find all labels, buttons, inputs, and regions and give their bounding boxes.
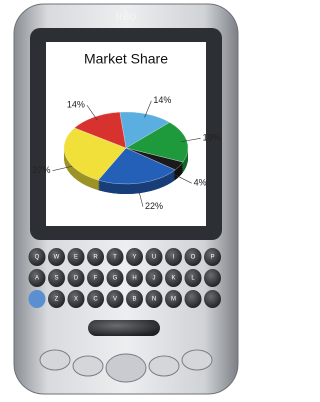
space-key[interactable]: [88, 320, 160, 336]
data-label: 14%: [67, 99, 85, 109]
key-label: B: [132, 297, 136, 303]
key-label: S: [54, 276, 58, 282]
app-button[interactable]: [40, 350, 70, 370]
app-button[interactable]: [73, 356, 103, 376]
key-label: N: [152, 297, 156, 303]
key-label: Z: [55, 297, 59, 303]
key-label: V: [113, 297, 117, 303]
key-label: H: [132, 276, 136, 282]
key-label: F: [94, 276, 98, 282]
data-label: 4%: [194, 178, 207, 188]
nav-button[interactable]: [106, 354, 146, 382]
app-button[interactable]: [149, 356, 179, 376]
key-label: P: [210, 255, 214, 261]
data-label: 22%: [145, 201, 163, 211]
key[interactable]: [185, 290, 202, 308]
key-label: U: [152, 255, 156, 261]
key-label: G: [113, 276, 118, 282]
data-label: 14%: [153, 95, 171, 105]
key[interactable]: [204, 290, 221, 308]
app-button[interactable]: [182, 350, 212, 370]
key-label: X: [74, 297, 78, 303]
key-label: E: [74, 255, 78, 261]
data-label: 19%: [203, 133, 221, 143]
key[interactable]: [29, 290, 46, 308]
data-label: 27%: [32, 165, 50, 175]
key-label: Y: [132, 255, 136, 261]
chart-title: Market Share: [84, 51, 168, 67]
key-label: R: [93, 255, 98, 261]
brand: trēo: [116, 9, 137, 23]
key-label: D: [74, 276, 79, 282]
key-label: O: [191, 255, 196, 261]
key-label: M: [171, 297, 176, 303]
key-label: C: [93, 297, 98, 303]
key-label: Q: [35, 255, 40, 261]
key-label: K: [171, 276, 175, 282]
key-label: A: [35, 276, 39, 282]
key-label: J: [153, 276, 156, 282]
key-label: W: [54, 255, 60, 261]
page: trēo Market Share 14% 19% 4% 22% 27% 14% Q W E R…: [0, 0, 252, 397]
key[interactable]: [204, 269, 221, 287]
key-label: T: [113, 255, 117, 261]
